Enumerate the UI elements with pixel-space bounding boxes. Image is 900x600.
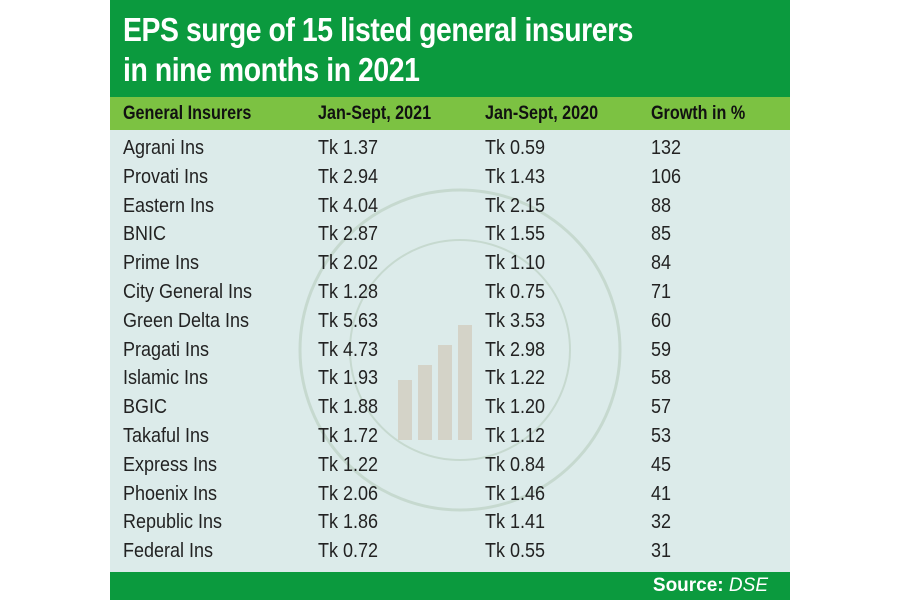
growth-percent: 84 [651, 252, 672, 275]
eps-2021: Tk 2.06 [318, 482, 379, 505]
growth-percent: 88 [651, 194, 672, 217]
table-row: City General Ins Tk 1.28 Tk 0.75 71 [110, 278, 790, 307]
growth-percent: 85 [651, 223, 672, 246]
table-row: BGIC Tk 1.88 Tk 1.20 57 [110, 393, 790, 422]
growth-percent: 41 [651, 482, 672, 505]
table-header: General Insurers Jan-Sept, 2021 Jan-Sept… [110, 97, 790, 130]
eps-2021: Tk 4.73 [318, 338, 379, 361]
eps-2020: Tk 1.41 [485, 511, 546, 534]
source-label: Source: [652, 575, 724, 596]
column-header-2021: Jan-Sept, 2021 [318, 102, 432, 124]
table-row: Express Ins Tk 1.22 Tk 0.84 45 [110, 451, 790, 480]
insurer-name: Phoenix Ins [123, 482, 218, 505]
eps-2021: Tk 2.02 [318, 252, 379, 275]
eps-2021: Tk 2.87 [318, 223, 379, 246]
eps-2020: Tk 1.12 [485, 424, 546, 447]
eps-2020: Tk 0.84 [485, 453, 546, 476]
growth-percent: 71 [651, 280, 672, 303]
insurer-name: Green Delta Ins [123, 309, 250, 332]
insurer-name: City General Ins [123, 280, 253, 303]
eps-2020: Tk 1.43 [485, 165, 546, 188]
eps-2020: Tk 1.10 [485, 252, 546, 275]
table-row: Islamic Ins Tk 1.93 Tk 1.22 58 [110, 364, 790, 393]
column-header-insurer: General Insurers [123, 102, 252, 124]
chart-title: EPS surge of 15 listed general insurers … [110, 0, 790, 97]
table-row: Federal Ins Tk 0.72 Tk 0.55 31 [110, 537, 790, 566]
table-row: Pragati Ins Tk 4.73 Tk 2.98 59 [110, 336, 790, 365]
eps-2020: Tk 1.22 [485, 367, 546, 390]
column-header-2020: Jan-Sept, 2020 [485, 102, 599, 124]
eps-2020: Tk 0.55 [485, 540, 546, 563]
table-row: Eastern Ins Tk 4.04 Tk 2.15 88 [110, 192, 790, 221]
eps-2020: Tk 1.20 [485, 396, 546, 419]
source-footer: Source: DSE [110, 572, 790, 600]
eps-2020: Tk 0.59 [485, 137, 546, 159]
growth-percent: 53 [651, 424, 672, 447]
table-body: Agrani Ins Tk 1.37 Tk 0.59 132 Provati Ins Tk… [110, 134, 790, 566]
growth-percent: 106 [651, 165, 682, 188]
eps-2021: Tk 1.88 [318, 396, 379, 419]
table-row: Takaful Ins Tk 1.72 Tk 1.12 53 [110, 422, 790, 451]
insurer-name: Islamic Ins [123, 367, 209, 390]
source-value: DSE [728, 575, 768, 596]
growth-percent: 45 [651, 453, 672, 476]
insurer-name: Eastern Ins [123, 194, 215, 217]
eps-2021: Tk 4.04 [318, 194, 379, 217]
growth-percent: 60 [651, 309, 672, 332]
eps-2021: Tk 5.63 [318, 309, 379, 332]
insurer-name: Provati Ins [123, 165, 209, 188]
table-row: Green Delta Ins Tk 5.63 Tk 3.53 60 [110, 307, 790, 336]
insurer-name: Agrani Ins [123, 137, 205, 159]
eps-2021: Tk 1.93 [318, 367, 379, 390]
growth-percent: 31 [651, 540, 672, 563]
table-row: Agrani Ins Tk 1.37 Tk 0.59 132 [110, 134, 790, 163]
eps-2021: Tk 1.86 [318, 511, 379, 534]
growth-percent: 59 [651, 338, 672, 361]
insurer-name: Pragati Ins [123, 338, 210, 361]
table-row: Republic Ins Tk 1.86 Tk 1.41 32 [110, 508, 790, 537]
infographic-card: EPS surge of 15 listed general insurers … [110, 0, 790, 600]
title-line-2: in nine months in 2021 [123, 51, 420, 88]
eps-2021: Tk 1.28 [318, 280, 379, 303]
insurer-name: BNIC [123, 223, 167, 246]
eps-2021: Tk 1.37 [318, 137, 379, 159]
eps-2020: Tk 2.98 [485, 338, 546, 361]
eps-2021: Tk 1.72 [318, 424, 379, 447]
dse-logo-watermark [298, 188, 622, 512]
growth-percent: 58 [651, 367, 672, 390]
title-line-1: EPS surge of 15 listed general insurers [123, 11, 634, 48]
growth-percent: 32 [651, 511, 672, 534]
insurer-name: Federal Ins [123, 540, 214, 563]
insurer-name: Express Ins [123, 453, 218, 476]
eps-2020: Tk 0.75 [485, 280, 546, 303]
eps-2020: Tk 2.15 [485, 194, 546, 217]
eps-2021: Tk 0.72 [318, 540, 379, 563]
insurer-name: BGIC [123, 396, 168, 419]
table-row: Provati Ins Tk 2.94 Tk 1.43 106 [110, 163, 790, 192]
insurer-name: Takaful Ins [123, 424, 210, 447]
table-row: Phoenix Ins Tk 2.06 Tk 1.46 41 [110, 480, 790, 509]
table-row: Prime Ins Tk 2.02 Tk 1.10 84 [110, 249, 790, 278]
eps-2020: Tk 1.46 [485, 482, 546, 505]
growth-percent: 57 [651, 396, 672, 419]
insurer-name: Republic Ins [123, 511, 223, 534]
insurer-name: Prime Ins [123, 252, 200, 275]
growth-percent: 132 [651, 137, 682, 159]
eps-2021: Tk 1.22 [318, 453, 379, 476]
eps-2020: Tk 1.55 [485, 223, 546, 246]
column-header-growth: Growth in % [651, 102, 746, 124]
table-row: BNIC Tk 2.87 Tk 1.55 85 [110, 220, 790, 249]
eps-2020: Tk 3.53 [485, 309, 546, 332]
eps-2021: Tk 2.94 [318, 165, 379, 188]
